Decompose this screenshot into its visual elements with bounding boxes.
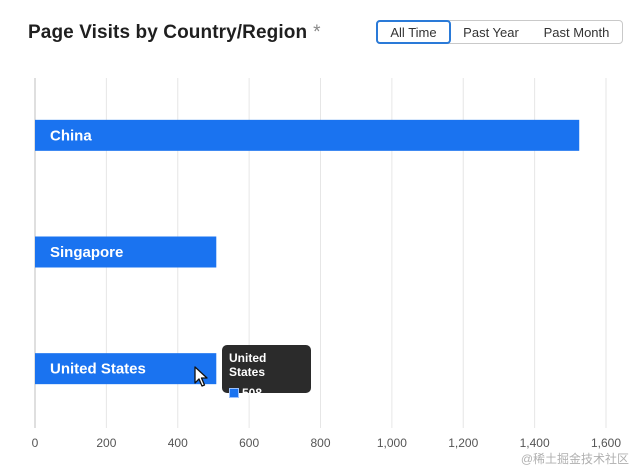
chart-header: Page Visits by Country/Region * bbox=[28, 20, 321, 46]
tooltip-row: 508 bbox=[229, 386, 304, 400]
x-tick-label: 1,200 bbox=[448, 436, 478, 450]
all-time-button[interactable]: All Time bbox=[376, 20, 451, 44]
asterisk-marker: * bbox=[313, 22, 321, 43]
time-range-selector: All Time Past Year Past Month bbox=[376, 20, 623, 44]
x-tick-label: 400 bbox=[168, 436, 188, 450]
page-title: Page Visits by Country/Region bbox=[28, 22, 308, 43]
bar-label: China bbox=[50, 127, 92, 144]
x-tick-label: 1,000 bbox=[377, 436, 407, 450]
tooltip-swatch bbox=[229, 388, 239, 398]
past-year-button[interactable]: Past Year bbox=[463, 24, 519, 40]
watermark: @稀土掘金技术社区 bbox=[520, 452, 629, 466]
bar-china[interactable] bbox=[35, 119, 580, 151]
x-tick-label: 200 bbox=[96, 436, 116, 450]
tooltip-value: 508 bbox=[242, 386, 263, 400]
x-tick-label: 1,400 bbox=[520, 436, 550, 450]
bar-label: United States bbox=[50, 361, 146, 378]
x-tick-label: 0 bbox=[32, 436, 39, 450]
past-month-button[interactable]: Past Month bbox=[543, 24, 610, 40]
bar-label: Singapore bbox=[50, 244, 123, 261]
mouse-pointer-icon bbox=[194, 366, 208, 387]
x-tick-label: 800 bbox=[310, 436, 330, 450]
chart-tooltip: United States 508 bbox=[222, 345, 311, 400]
x-tick-label: 1,600 bbox=[591, 436, 621, 450]
tooltip-title: United States bbox=[229, 351, 267, 379]
x-tick-label: 600 bbox=[239, 436, 259, 450]
bar-united-states[interactable] bbox=[35, 353, 217, 385]
bar-singapore[interactable] bbox=[35, 236, 217, 268]
